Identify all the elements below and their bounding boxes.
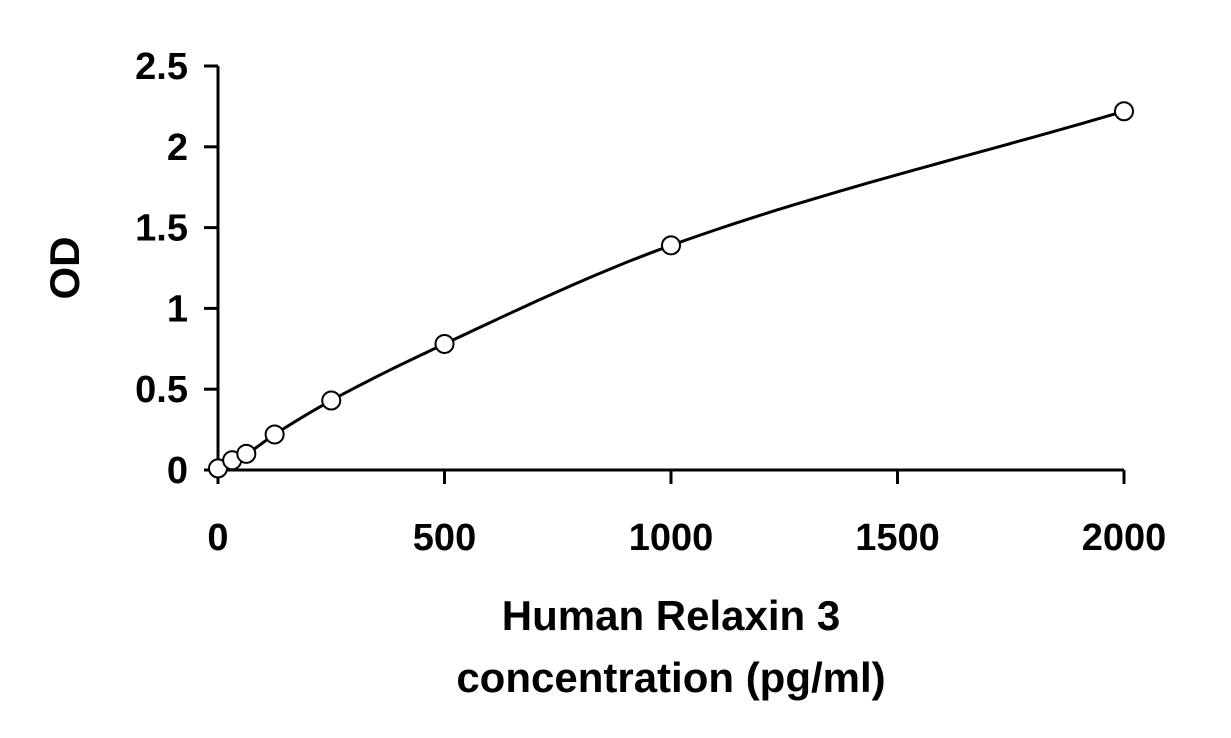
x-tick-label: 500 [413,517,476,559]
x-ticks: 0 500 1000 1500 2000 [207,470,1166,559]
data-point [264,424,285,445]
x-tick-label: 0 [207,517,228,559]
y-tick-label: 2.5 [135,46,188,88]
x-axis-title-line-1: Human Relaxin 3 [502,592,840,639]
y-ticks: 0 0.5 1 1.5 2 2.5 [135,46,218,492]
data-point [236,443,257,464]
y-tick-label: 1.5 [135,208,188,250]
data-point [1114,101,1134,122]
fit-curve [217,109,1125,470]
y-tick-label: 0 [167,450,188,492]
axes [216,66,1124,472]
data-point [661,235,681,256]
data-points-layer [208,101,1134,479]
y-axis-title: OD [41,237,88,300]
x-tick-label: 2000 [1082,517,1167,559]
y-tick-label: 2 [167,127,188,169]
data-point [321,390,342,411]
x-tick-label: 1000 [629,517,714,559]
x-axis-title-line-2: concentration (pg/ml) [456,654,885,701]
data-point [434,333,455,354]
y-tick-label: 0.5 [135,369,188,411]
x-tick-label: 1500 [855,517,940,559]
y-tick-label: 1 [167,288,188,330]
fit-curve-layer [217,109,1125,470]
